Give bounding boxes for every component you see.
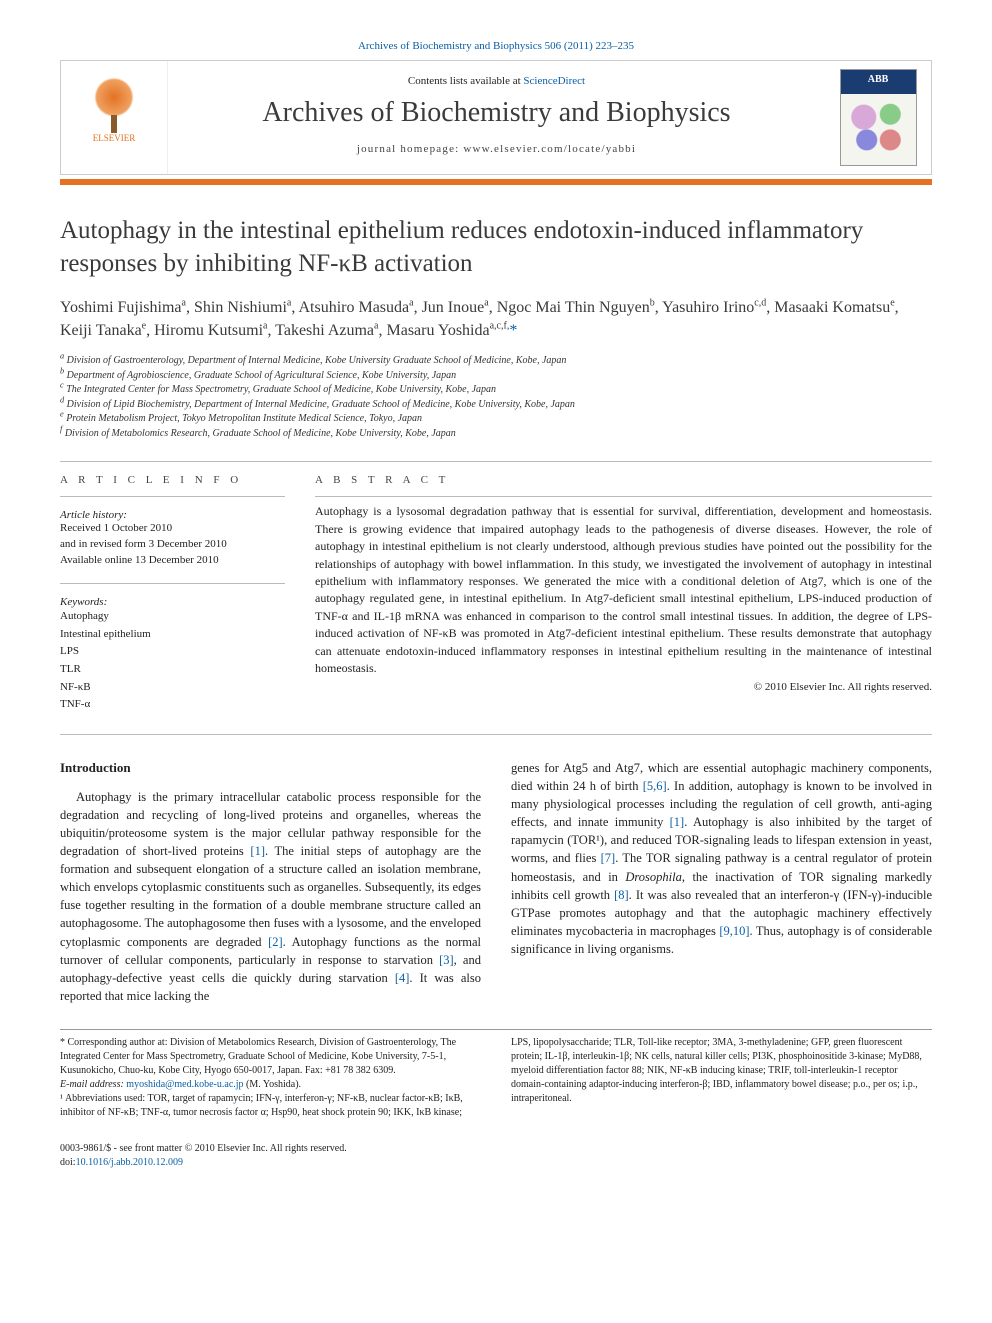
email-line: E-mail address: myoshida@med.kobe-u.ac.j… <box>60 1078 481 1092</box>
keyword: Intestinal epithelium <box>60 626 285 644</box>
ref-link[interactable]: [9,10] <box>719 924 749 938</box>
body-columns: Introduction Autophagy is the primary in… <box>60 759 932 1005</box>
citation-line: Archives of Biochemistry and Biophysics … <box>60 40 932 52</box>
keyword: Autophagy <box>60 608 285 626</box>
affiliations: a Division of Gastroenterology, Departme… <box>60 354 932 441</box>
history-line: Available online 13 December 2010 <box>60 553 285 569</box>
journal-header: ELSEVIER Contents lists available at Sci… <box>60 60 932 175</box>
affiliation: e Protein Metabolism Project, Tokyo Metr… <box>60 412 932 427</box>
abstract-head: A B S T R A C T <box>315 474 932 486</box>
elsevier-logo[interactable]: ELSEVIER <box>79 78 149 158</box>
copyright: © 2010 Elsevier Inc. All rights reserved… <box>315 681 932 693</box>
journal-cover[interactable]: ABB <box>840 69 917 166</box>
affiliation: f Division of Metabolomics Research, Gra… <box>60 427 932 442</box>
publisher-name: ELSEVIER <box>93 133 136 143</box>
doi-line: doi:10.1016/j.abb.2010.12.009 <box>60 1156 932 1170</box>
keyword: NF-κB <box>60 679 285 697</box>
ref-link[interactable]: [3] <box>439 953 454 967</box>
intro-para-1: Autophagy is the primary intracellular c… <box>60 788 481 1006</box>
info-head: A R T I C L E I N F O <box>60 474 285 486</box>
doi-block: 0003-9861/$ - see front matter © 2010 El… <box>60 1142 932 1170</box>
affiliation: d Division of Lipid Biochemistry, Depart… <box>60 398 932 413</box>
front-matter: 0003-9861/$ - see front matter © 2010 El… <box>60 1142 932 1156</box>
divider <box>60 734 932 735</box>
email-person: (M. Yoshida). <box>246 1079 301 1090</box>
sciencedirect-link[interactable]: ScienceDirect <box>523 75 585 87</box>
homepage-line: journal homepage: www.elsevier.com/locat… <box>178 143 815 155</box>
history-block: Received 1 October 2010and in revised fo… <box>60 521 285 569</box>
accent-rule <box>60 179 932 185</box>
keyword: TNF-α <box>60 696 285 714</box>
intro-head: Introduction <box>60 759 481 778</box>
ref-link[interactable]: [7] <box>601 851 616 865</box>
homepage-url[interactable]: www.elsevier.com/locate/yabbi <box>463 143 636 155</box>
body-col-right: genes for Atg5 and Atg7, which are essen… <box>511 759 932 1005</box>
ref-link[interactable]: [1] <box>250 844 265 858</box>
cover-label: ABB <box>841 70 916 85</box>
email-link[interactable]: myoshida@med.kobe-u.ac.jp <box>126 1079 243 1090</box>
ref-link[interactable]: [4] <box>395 971 410 985</box>
doi-link[interactable]: 10.1016/j.abb.2010.12.009 <box>76 1157 184 1168</box>
doi-prefix: doi: <box>60 1157 76 1168</box>
affiliation: b Department of Agrobioscience, Graduate… <box>60 369 932 384</box>
homepage-prefix: journal homepage: <box>357 143 464 155</box>
ref-link[interactable]: [2] <box>268 935 283 949</box>
email-label: E-mail address: <box>60 1079 124 1090</box>
info-abstract-row: A R T I C L E I N F O Article history: R… <box>60 474 932 713</box>
divider <box>60 461 932 462</box>
intro-para-1-cont: genes for Atg5 and Atg7, which are essen… <box>511 759 932 958</box>
corresponding-author: * Corresponding author at: Division of M… <box>60 1036 481 1078</box>
ref-link[interactable]: [1] <box>670 815 685 829</box>
abstract-col: A B S T R A C T Autophagy is a lysosomal… <box>315 474 932 713</box>
contents-prefix: Contents lists available at <box>408 75 523 87</box>
page: Archives of Biochemistry and Biophysics … <box>0 0 992 1210</box>
cover-cell: ABB <box>825 61 931 174</box>
citation-link[interactable]: Archives of Biochemistry and Biophysics … <box>358 40 634 52</box>
author-list: Yoshimi Fujishimaa, Shin Nishiumia, Atsu… <box>60 296 932 342</box>
publisher-logo-cell: ELSEVIER <box>61 61 168 174</box>
footnotes: * Corresponding author at: Division of M… <box>60 1029 932 1120</box>
journal-name: Archives of Biochemistry and Biophysics <box>178 97 815 129</box>
history-label: Article history: <box>60 509 285 521</box>
elsevier-tree-icon <box>89 78 139 133</box>
abstract-text: Autophagy is a lysosomal degradation pat… <box>315 503 932 677</box>
body-col-left: Introduction Autophagy is the primary in… <box>60 759 481 1005</box>
history-line: and in revised form 3 December 2010 <box>60 537 285 553</box>
contents-line: Contents lists available at ScienceDirec… <box>178 75 815 87</box>
ref-link[interactable]: [8] <box>614 888 629 902</box>
ref-link[interactable]: [5,6] <box>643 779 667 793</box>
affiliation: a Division of Gastroenterology, Departme… <box>60 354 932 369</box>
article-info: A R T I C L E I N F O Article history: R… <box>60 474 285 713</box>
keyword: LPS <box>60 643 285 661</box>
keywords-label: Keywords: <box>60 596 285 608</box>
keyword: TLR <box>60 661 285 679</box>
article-title: Autophagy in the intestinal epithelium r… <box>60 215 932 280</box>
affiliation: c The Integrated Center for Mass Spectro… <box>60 383 932 398</box>
keywords-list: AutophagyIntestinal epitheliumLPSTLRNF-κ… <box>60 608 285 714</box>
header-center: Contents lists available at ScienceDirec… <box>168 61 825 174</box>
history-line: Received 1 October 2010 <box>60 521 285 537</box>
